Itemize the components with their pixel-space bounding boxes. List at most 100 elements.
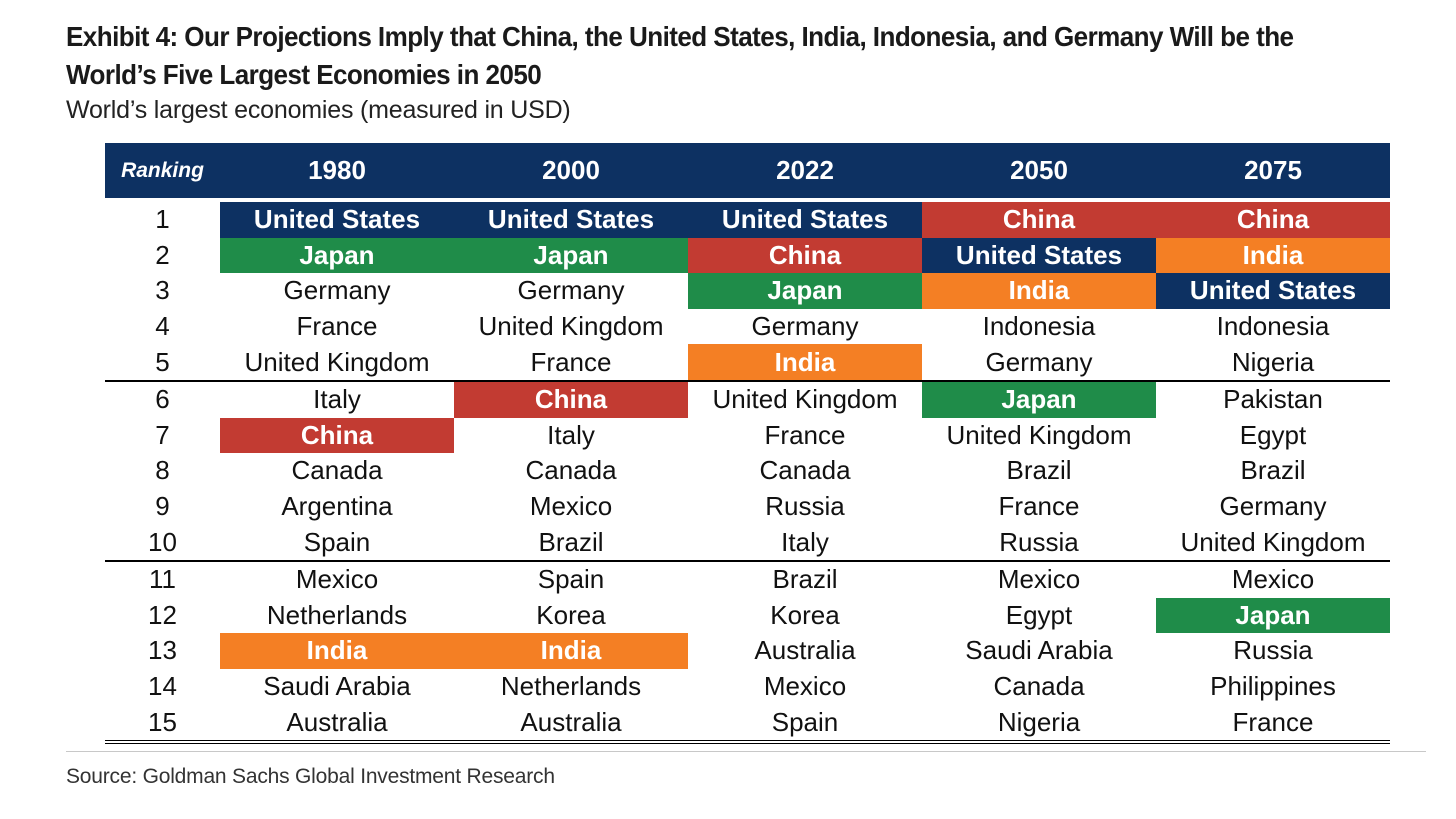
column-header-ranking: Ranking <box>105 143 220 200</box>
country-cell: Spain <box>537 564 605 595</box>
country-cell: China <box>922 198 1156 238</box>
country-cell: Mexico <box>529 491 613 522</box>
country-cell: Canada <box>993 671 1085 702</box>
country-cell: Russia <box>1233 635 1313 666</box>
country-cell: United States <box>922 237 1156 274</box>
country-cell: Spain <box>688 704 922 744</box>
country-cell: Brazil <box>1006 455 1072 486</box>
country-cell: Germany <box>1219 491 1327 522</box>
rank-cell: 9 <box>155 491 170 522</box>
rank-cell: 3 <box>155 275 170 306</box>
table-row: 7 China Italy France United Kingdom Egypt <box>105 417 1390 454</box>
country-cell: Brazil <box>454 524 688 562</box>
country-cell: India <box>922 273 1156 309</box>
table-row: 5 United Kingdom France India Germany Nigeria <box>105 344 1390 382</box>
country-cell: Japan <box>922 380 1156 418</box>
country-cell: Japan <box>220 237 454 274</box>
table-row: 1 United States United States United States… <box>105 198 1390 238</box>
table-row: 12 Netherlands Korea Korea Egypt Japan <box>105 597 1390 634</box>
rank-cell: 14 <box>148 671 177 702</box>
table-row: 13 India India Australia Saudi Arabia Russia <box>105 633 1390 669</box>
country-cell: Mexico <box>295 564 379 595</box>
country-cell: Indonesia <box>1216 311 1330 342</box>
table-row: 15 Australia Australia Spain Nigeria France <box>105 704 1390 744</box>
country-cell: Russia <box>922 524 1156 562</box>
country-cell: Germany <box>751 311 859 342</box>
country-cell: France <box>296 311 378 342</box>
country-cell: France <box>454 344 688 382</box>
country-cell: Canada <box>759 455 851 486</box>
rank-cell: 7 <box>155 419 170 450</box>
table-row: 8 Canada Canada Canada Brazil Brazil <box>105 453 1390 489</box>
country-cell: Netherlands <box>266 599 408 630</box>
country-cell: Italy <box>688 524 922 562</box>
country-cell: Mexico <box>763 671 847 702</box>
country-cell: Japan <box>1156 597 1390 634</box>
table-row: 3 Germany Germany Japan India United States <box>105 273 1390 309</box>
table-row: 4 France United Kingdom Germany Indonesia Ind… <box>105 309 1390 345</box>
country-cell: China <box>1156 198 1390 238</box>
rank-cell: 6 <box>155 384 170 415</box>
country-cell: United Kingdom <box>946 419 1132 450</box>
rank-cell: 5 <box>105 344 220 382</box>
rank-cell: 8 <box>155 455 170 486</box>
country-cell: Canada <box>525 455 617 486</box>
footer-divider <box>66 751 1426 752</box>
country-cell: Italy <box>547 419 595 450</box>
country-cell: Germany <box>517 275 625 306</box>
column-header-1980: 1980 <box>220 143 454 200</box>
country-cell: France <box>1156 704 1390 744</box>
country-cell: Saudi Arabia <box>263 671 411 702</box>
table-row: 11 Mexico Spain Brazil Mexico Mexico <box>105 561 1390 598</box>
rank-cell: 4 <box>155 311 170 342</box>
country-cell: China <box>688 237 922 274</box>
country-cell: Saudi Arabia <box>965 635 1113 666</box>
country-cell: Australia <box>454 704 688 744</box>
country-cell: United States <box>220 198 454 238</box>
country-cell: India <box>454 633 688 669</box>
rank-cell: 1 <box>105 198 220 238</box>
country-cell: Germany <box>922 344 1156 382</box>
country-cell: Japan <box>688 273 922 309</box>
table-header-row: Ranking 1980 2000 2022 2050 2075 <box>105 143 1390 200</box>
country-cell: Egypt <box>1005 599 1073 630</box>
country-cell: Brazil <box>772 564 838 595</box>
country-cell: United States <box>688 198 922 238</box>
country-cell: Spain <box>220 524 454 562</box>
country-cell: Korea <box>536 599 606 630</box>
table-body: 1 United States United States United States… <box>105 198 1390 744</box>
country-cell: Australia <box>220 704 454 744</box>
country-cell: Mexico <box>997 564 1081 595</box>
table-row: 14 Saudi Arabia Netherlands Mexico Canada Phi… <box>105 669 1390 705</box>
country-cell: Egypt <box>1239 419 1307 450</box>
column-header-2022: 2022 <box>688 143 922 200</box>
country-cell: Canada <box>291 455 383 486</box>
country-cell: Netherlands <box>500 671 642 702</box>
country-cell: United States <box>454 198 688 238</box>
country-cell: Mexico <box>1231 564 1315 595</box>
country-cell: Australia <box>754 635 856 666</box>
country-cell: United Kingdom <box>220 344 454 382</box>
rank-cell: 11 <box>149 564 176 595</box>
country-cell: Japan <box>454 237 688 274</box>
country-cell: Brazil <box>1240 455 1306 486</box>
table-row: 6 Italy China United Kingdom Japan Pakistan <box>105 380 1390 418</box>
country-cell: Argentina <box>281 491 393 522</box>
country-cell: France <box>764 419 846 450</box>
country-cell: France <box>998 491 1080 522</box>
country-cell: India <box>220 633 454 669</box>
country-cell: United States <box>1156 273 1390 309</box>
source-note: Source: Goldman Sachs Global Investment … <box>66 765 555 788</box>
rank-cell: 13 <box>148 635 177 666</box>
country-cell: Nigeria <box>922 704 1156 744</box>
column-header-2000: 2000 <box>454 143 688 200</box>
country-cell: United Kingdom <box>478 311 664 342</box>
exhibit-subtitle: World’s largest economies (measured in U… <box>66 96 571 124</box>
country-cell: India <box>1156 237 1390 274</box>
country-cell: India <box>688 344 922 382</box>
column-header-2050: 2050 <box>922 143 1156 200</box>
country-cell: Germany <box>283 275 391 306</box>
rank-cell: 15 <box>105 704 220 744</box>
country-cell: United Kingdom <box>1156 524 1390 562</box>
country-cell: Russia <box>765 491 845 522</box>
